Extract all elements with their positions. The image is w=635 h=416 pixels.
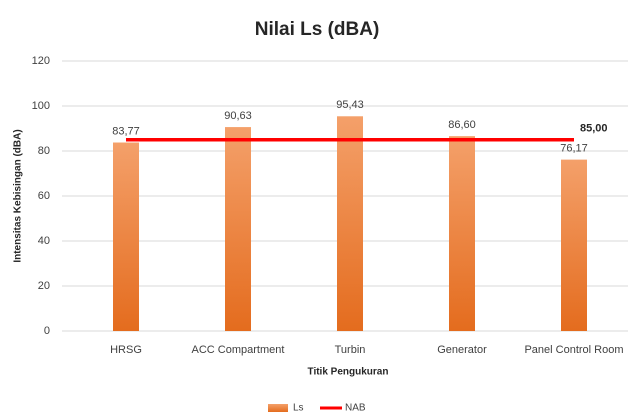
y-tick-label: 80 [38,145,50,157]
legend-swatch [268,404,288,412]
y-tick-label: 20 [38,280,50,292]
x-tick-label: Panel Control Room [524,344,623,356]
y-axis-title: Intensitas Kebisingan (dBA) [13,129,24,262]
y-tick-label: 100 [32,100,50,112]
data-label: 90,63 [224,110,252,122]
data-label: 85,00 [580,123,608,135]
y-tick-label: 0 [44,325,50,337]
bar [449,136,475,331]
x-tick-label: ACC Compartment [192,344,285,356]
y-tick-label: 40 [38,235,50,247]
legend-label: NAB [345,403,366,414]
bar [337,116,363,331]
bar [561,159,587,331]
data-label: 83,77 [112,125,140,137]
data-label: 95,43 [336,99,364,111]
y-tick-label: 120 [32,55,50,67]
x-tick-label: Generator [437,344,487,356]
bar [113,142,139,331]
chart-title: Nilai Ls (dBA) [255,19,380,40]
x-tick-label: Turbin [335,344,366,356]
legend-label: Ls [293,403,304,414]
x-tick-label: HRSG [110,344,142,356]
x-axis-title: Titik Pengukuran [308,367,389,378]
data-label: 76,17 [560,143,588,155]
data-label: 86,60 [448,119,476,131]
y-tick-label: 60 [38,190,50,202]
bar [225,127,251,332]
